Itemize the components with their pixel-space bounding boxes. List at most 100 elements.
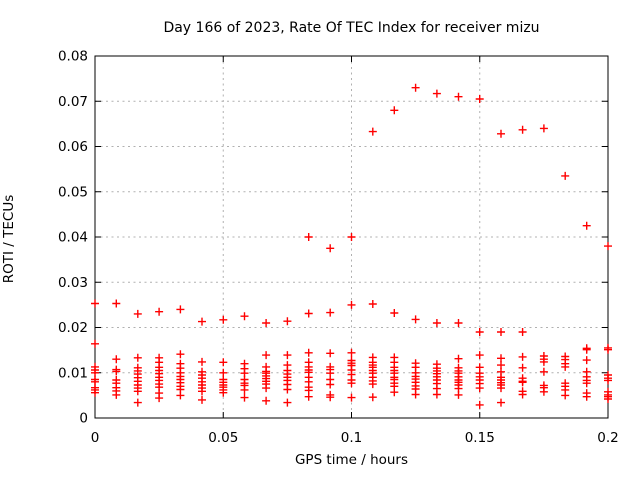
data-point-marker xyxy=(539,367,548,376)
data-point-marker xyxy=(347,233,356,241)
x-tick-label: 0.2 xyxy=(597,430,618,446)
data-point-marker xyxy=(582,221,591,230)
y-tick-label: 0.04 xyxy=(58,230,88,246)
data-point-marker xyxy=(347,300,356,309)
data-point-marker xyxy=(432,319,441,327)
data-point-marker xyxy=(582,356,591,365)
data-point-marker xyxy=(475,95,484,103)
data-point-marker xyxy=(475,384,484,393)
data-point-marker xyxy=(262,384,271,393)
data-point-marker xyxy=(262,319,271,327)
x-axis-label: GPS time / hours xyxy=(294,452,409,468)
x-tick-label: 0 xyxy=(91,430,100,446)
data-point-marker xyxy=(347,379,356,388)
y-tick-label: 0.05 xyxy=(58,184,88,200)
data-point-marker xyxy=(604,376,612,385)
data-point-marker xyxy=(475,400,484,409)
data-point-marker xyxy=(283,398,292,407)
data-point-marker xyxy=(133,353,142,362)
data-point-marker xyxy=(582,392,591,401)
data-point-marker xyxy=(497,384,505,393)
data-point-marker xyxy=(604,395,612,403)
x-tick-label: 0.05 xyxy=(208,430,238,446)
data-point-marker xyxy=(454,354,463,363)
data-point-marker xyxy=(91,299,99,308)
data-point-marker xyxy=(219,358,228,367)
data-point-marker xyxy=(155,307,164,316)
data-point-marker xyxy=(390,309,399,317)
data-point-marker xyxy=(561,171,570,180)
data-point-marker xyxy=(326,393,335,402)
data-point-marker xyxy=(497,129,505,138)
data-point-marker xyxy=(518,352,527,361)
data-point-marker xyxy=(497,361,505,370)
data-point-marker xyxy=(475,328,484,336)
data-point-marker xyxy=(475,351,484,360)
data-point-marker xyxy=(390,388,399,397)
data-point-marker xyxy=(304,309,313,318)
data-point-marker xyxy=(112,390,121,399)
data-point-marker xyxy=(518,363,527,372)
x-tick-label: 0.1 xyxy=(341,430,362,446)
y-tick-label: 0.01 xyxy=(58,365,88,381)
data-point-marker xyxy=(326,380,335,389)
data-point-marker xyxy=(219,315,228,324)
data-point-marker xyxy=(112,355,121,364)
data-point-marker xyxy=(155,394,164,403)
data-point-marker xyxy=(390,106,399,115)
data-point-marker xyxy=(454,390,463,399)
data-point-marker xyxy=(604,242,612,251)
data-point-marker xyxy=(283,351,292,360)
data-point-marker xyxy=(133,398,142,407)
data-point-marker xyxy=(582,345,591,354)
data-point-marker xyxy=(497,354,505,363)
data-point-marker xyxy=(198,357,206,366)
data-point-marker xyxy=(368,127,377,136)
chart-title: Day 166 of 2023, Rate Of TEC Index for r… xyxy=(163,20,540,36)
data-point-marker xyxy=(561,391,570,400)
data-point-marker xyxy=(176,350,185,359)
data-point-marker xyxy=(326,244,335,253)
data-point-marker xyxy=(347,348,356,357)
data-point-marker xyxy=(283,317,292,326)
data-point-marker xyxy=(518,328,527,336)
y-tick-label: 0.02 xyxy=(58,320,88,336)
data-point-marker xyxy=(262,351,271,360)
data-point-marker xyxy=(347,393,356,402)
data-point-marker xyxy=(91,368,99,377)
data-point-marker xyxy=(240,385,249,394)
data-point-marker xyxy=(561,362,570,371)
data-point-marker xyxy=(326,349,335,358)
data-point-marker xyxy=(411,390,420,399)
data-point-marker xyxy=(454,92,463,101)
y-tick-label: 0.08 xyxy=(58,49,88,65)
data-point-marker xyxy=(411,315,420,324)
data-point-marker xyxy=(539,357,548,366)
data-point-marker xyxy=(539,387,548,396)
data-point-marker xyxy=(112,367,121,376)
y-tick-label: 0 xyxy=(79,411,88,427)
data-point-marker xyxy=(304,392,313,401)
y-tick-label: 0.06 xyxy=(58,139,88,155)
data-point-marker xyxy=(411,83,420,92)
data-point-marker xyxy=(176,391,185,400)
data-point-marker xyxy=(240,393,249,402)
data-point-marker xyxy=(604,345,612,354)
y-tick-label: 0.03 xyxy=(58,275,88,291)
data-point-marker xyxy=(368,393,377,402)
data-point-marker xyxy=(176,305,185,314)
data-point-marker xyxy=(283,385,292,394)
data-point-marker xyxy=(112,299,121,308)
data-point-marker xyxy=(582,379,591,388)
data-point-marker xyxy=(432,390,441,399)
data-point-marker xyxy=(219,388,228,397)
x-tick-label: 0.15 xyxy=(465,430,495,446)
data-point-marker xyxy=(368,380,377,389)
data-point-marker xyxy=(198,317,206,326)
data-point-marker xyxy=(539,124,548,133)
data-point-marker xyxy=(304,348,313,357)
data-point-marker xyxy=(219,368,228,377)
data-point-marker xyxy=(518,390,527,399)
